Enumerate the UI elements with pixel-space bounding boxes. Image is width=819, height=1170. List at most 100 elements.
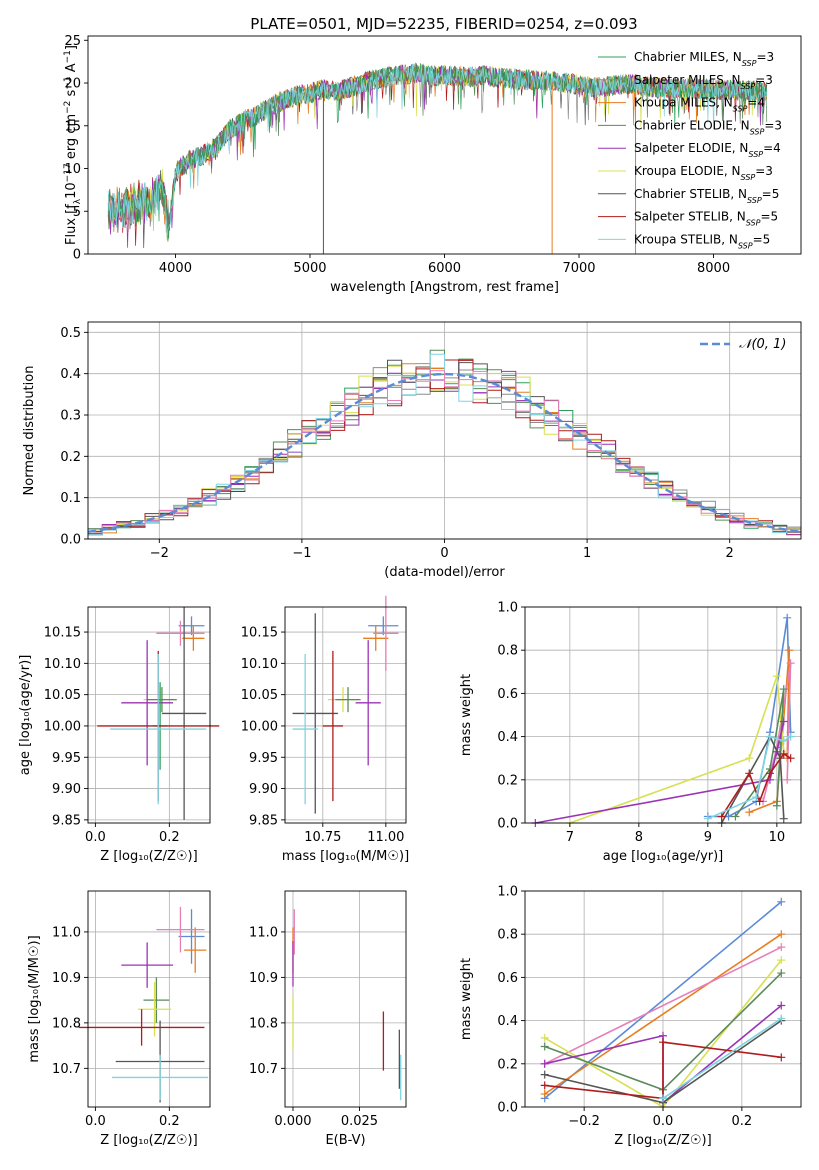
y-tick-label: 10.15 <box>44 626 81 641</box>
legend-entry: 𝒩(0, 1) <box>739 337 786 352</box>
y-tick-label: 9.95 <box>52 751 81 766</box>
y-tick-label: 0.0 <box>60 533 81 548</box>
weight-marker <box>540 1081 549 1090</box>
weight-marker <box>745 808 754 817</box>
weight-marker <box>779 749 788 758</box>
weight-marker <box>777 930 786 939</box>
errorbar-point <box>178 616 205 636</box>
weight-marker <box>659 1094 667 1103</box>
y-tick-label: 10.05 <box>44 688 81 703</box>
chart-weight-vs-age: 7 8 9 10 0.0 0.2 0.4 0.6 0.8 1.0 age [log₁₀(age/yr… <box>459 601 802 864</box>
legend-nssp: 3 <box>767 50 775 64</box>
weight-marker <box>731 812 740 821</box>
errorbar-point <box>156 620 205 646</box>
y-tick-label: 10.10 <box>241 657 278 672</box>
chart-age-vs-mass: 10.75 11.00 9.85 9.90 9.95 10.00 10.05 10.10 10.… <box>241 595 409 864</box>
x-axis-label: Z [log₁₀(Z/Z☉)] <box>100 1133 197 1148</box>
gaussian-curve <box>87 372 802 533</box>
legend-entry: Kroupa MILES, NSSP=4 <box>634 96 765 114</box>
weight-line <box>734 688 785 817</box>
weight-marker <box>779 685 788 694</box>
weight-marker <box>786 754 795 763</box>
y-axis-label-part: −17 <box>63 163 73 182</box>
weight-marker <box>783 775 792 784</box>
x-tick-label: 1 <box>583 546 591 561</box>
weight-marker <box>777 969 786 978</box>
axes-frame <box>524 606 802 824</box>
weight-marker <box>779 814 788 823</box>
y-tick-label: 9.90 <box>52 782 81 797</box>
y-axis-label-part: λ <box>73 198 83 204</box>
errorbar-point <box>292 613 338 814</box>
y-tick-label: 0.5 <box>60 326 81 341</box>
y-axis-label-part: −1 <box>63 50 73 63</box>
y-axis-label: mass weight <box>459 674 474 756</box>
weight-marker <box>786 732 795 741</box>
y-tick-label: 10.05 <box>241 688 278 703</box>
weight-series <box>703 732 795 823</box>
errorbar-point <box>322 650 343 802</box>
errorbar-point <box>112 1054 209 1101</box>
x-tick-label: −1 <box>292 546 311 561</box>
y-tick-label: 9.85 <box>249 813 278 828</box>
y-tick-label: 0.1 <box>60 491 81 506</box>
weight-series <box>659 1014 786 1103</box>
y-tick-label: 1.0 <box>497 601 518 616</box>
weight-marker <box>777 1014 786 1023</box>
errorbar-point <box>161 607 207 820</box>
errorbar-point <box>363 625 389 651</box>
legend-nssp: 3 <box>774 118 782 132</box>
y-axis-label-part: −1 <box>63 76 73 89</box>
plot-area <box>531 613 795 827</box>
y-axis-label: mass [log₁₀(M/M☉)] <box>27 935 42 1062</box>
y-axis-label: Flux [fλ10−17 erg cm−2 s−1 A−1] <box>63 45 83 245</box>
y-tick-label: 0.8 <box>497 928 518 943</box>
weight-marker <box>779 736 788 745</box>
x-axis-label: age [log₁₀(age/yr)] <box>603 849 724 864</box>
errorbar-point <box>137 981 172 1037</box>
errorbar-point <box>335 687 361 713</box>
errorbar-point <box>355 640 381 766</box>
residual-histogram <box>87 370 802 535</box>
weight-series <box>565 672 788 827</box>
y-axis-label-part: ] <box>64 45 79 50</box>
errorbar-point <box>121 640 174 766</box>
y-tick-label: 10.10 <box>44 657 81 672</box>
y-tick-label: 0.6 <box>497 687 518 702</box>
chart-mass-vs-EBV: 0.000 0.025 10.7 10.8 10.9 11.0 E(B-V) <box>249 890 407 1148</box>
weight-marker <box>779 717 788 726</box>
y-tick-label: 0.0 <box>497 817 518 832</box>
y-tick-label: 10.15 <box>241 626 278 641</box>
x-tick-label: −2 <box>150 546 169 561</box>
x-tick-label: 10.75 <box>304 830 341 845</box>
y-axis-label-part: s <box>64 89 79 100</box>
y-tick-label: 0.8 <box>497 644 518 659</box>
y-axis-label-part: Flux [f <box>64 204 79 245</box>
errorbar-point <box>147 687 177 713</box>
y-tick-label: 1.0 <box>497 885 518 900</box>
x-tick-label: 8000 <box>697 261 730 276</box>
x-tick-label: 0 <box>440 546 448 561</box>
y-tick-label: 11.0 <box>52 925 81 940</box>
legend-entry: Salpeter MILES, NSSP=3 <box>634 73 773 91</box>
errorbar-point <box>121 942 174 988</box>
weight-marker <box>777 943 786 952</box>
legend-series-name: Chabrier STELIB <box>634 187 730 201</box>
legend-series-name: Kroupa STELIB <box>634 232 721 246</box>
legend: Chabrier MILES, NSSP=3 Salpeter MILES, NS… <box>598 50 782 250</box>
legend-nssp: 5 <box>763 232 771 246</box>
y-tick-label: 9.95 <box>249 751 278 766</box>
y-axis-label: Normed distribution <box>22 366 37 496</box>
errorbar-point <box>78 1009 205 1046</box>
y-tick-label: 9.90 <box>249 782 278 797</box>
errorbar-point <box>368 616 399 636</box>
weight-line <box>662 1017 782 1100</box>
spectrum-series <box>107 63 768 238</box>
errorbar-point <box>182 625 205 651</box>
plot-area <box>292 909 402 1101</box>
chart-weight-vs-Z: −0.2 0.0 0.2 0.0 0.2 0.4 0.6 0.8 1.0 Z [log₁₀(Z/Z… <box>459 885 802 1148</box>
x-tick-label: 0.025 <box>341 1114 378 1129</box>
x-tick-label: 8 <box>635 830 643 845</box>
y-tick-label: 9.85 <box>52 813 81 828</box>
legend-entry: Salpeter STELIB, NSSP=5 <box>634 210 778 228</box>
